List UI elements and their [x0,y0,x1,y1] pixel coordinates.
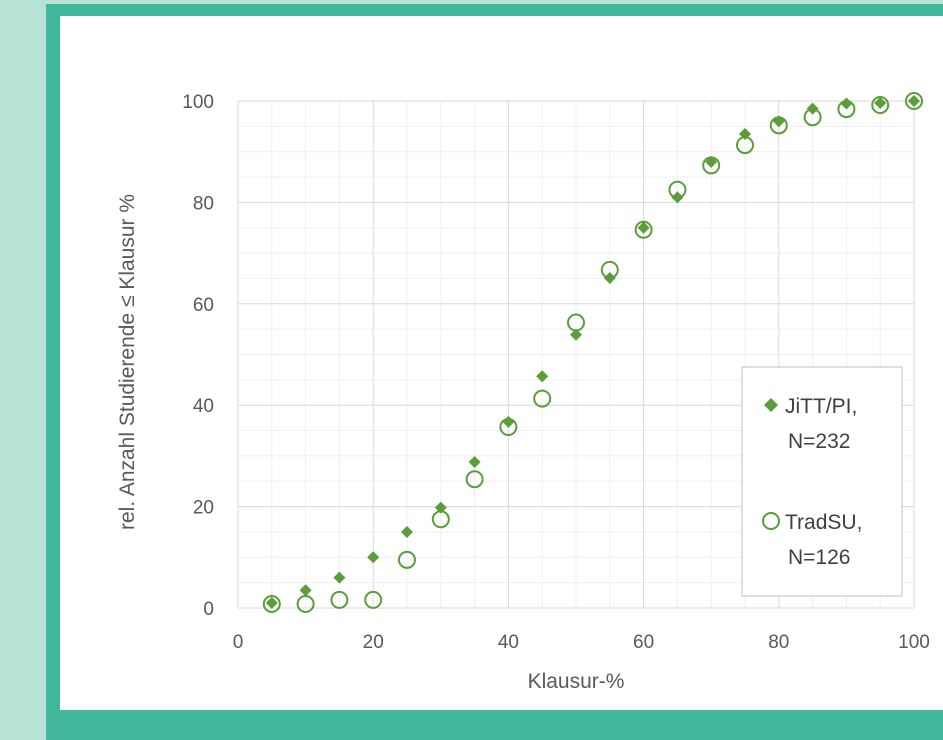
tick-labels: 0 20 40 60 80 100 0 20 40 60 80 100 [182,92,930,653]
x-tick-label: 100 [898,632,930,653]
jitt-pi-point [705,155,718,168]
jitt-pi-point [806,102,819,115]
y-tick-label: 80 [193,193,214,214]
y-tick-label: 40 [193,396,214,417]
x-tick-label: 20 [363,632,384,653]
legend-circle-icon [762,512,780,530]
tradsu-point [364,590,383,609]
legend-series-1-line-1: JiTT/PI, [785,395,857,418]
data-points [262,92,923,613]
jitt-pi-point [570,328,582,341]
tradsu-point [465,470,484,489]
jitt-pi-point [840,97,853,110]
jitt-pi-point [637,221,650,234]
legend: JiTT/PI, N=232 TradSU, N=126 [741,366,903,597]
jitt-pi-point [603,271,616,284]
jitt-pi-point [367,551,380,564]
y-tick-label: 60 [193,295,214,316]
jitt-pi-point [299,584,312,597]
x-tick-label: 0 [233,632,244,653]
legend-series-2-line-2: N=126 [788,546,850,569]
tradsu-point [533,389,552,408]
jitt-pi-point [772,115,785,128]
jitt-pi-point [502,415,515,428]
y-tick-label: 0 [203,599,214,620]
jitt-pi-point [468,455,481,468]
tradsu-point [262,594,281,613]
jitt-pi-point [536,370,549,383]
tradsu-point [330,590,349,609]
x-tick-label: 80 [768,632,789,653]
jitt-pi-point [333,571,346,584]
jitt-pi-point [874,97,887,110]
jitt-pi-point [265,596,278,609]
jitt-pi-point [908,95,920,107]
y-tick-label: 100 [182,92,214,113]
jitt-pi-point [671,191,684,204]
jitt-pi-point [401,525,413,538]
tradsu-point [398,550,416,569]
y-tick-label: 20 [193,498,214,519]
x-tick-label: 40 [498,632,519,653]
tradsu-point [905,92,923,110]
y-axis-title: rel. Anzahl Studierende ≤ Klausur % [116,194,139,530]
jitt-pi-point [739,127,751,140]
legend-diamond-icon [764,398,778,412]
x-tick-label: 60 [633,632,654,653]
legend-series-1-line-2: N=232 [788,430,850,453]
legend-series-2-line-1: TradSU, [785,511,862,534]
x-axis-title: Klausur-% [528,670,625,693]
jitt-pi-point [434,501,447,514]
